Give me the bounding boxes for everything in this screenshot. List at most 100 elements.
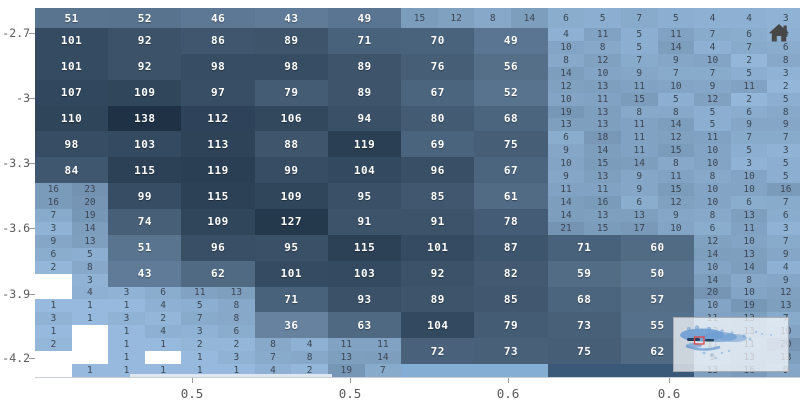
heatmap-cell[interactable]: 8 [657,105,695,119]
heatmap-cell[interactable]: 115 [108,157,182,184]
heatmap-cell[interactable]: 9 [767,273,800,287]
heatmap-cell[interactable]: 9 [547,144,585,158]
heatmap-cell[interactable]: 11 [730,79,768,93]
heatmap-cell[interactable]: 14 [71,221,109,235]
heatmap-cell[interactable]: 8 [694,170,731,184]
heatmap-cell[interactable]: 15 [584,221,621,235]
heatmap-cell[interactable]: 52 [108,8,182,28]
heatmap-cell[interactable]: 103 [327,260,402,287]
heatmap-cell[interactable]: 101 [35,28,109,54]
heatmap-cell[interactable]: 51 [108,234,182,261]
heatmap-cell[interactable] [71,338,109,352]
heatmap-cell[interactable]: 13 [584,79,621,93]
heatmap-cell[interactable]: 15 [584,157,621,171]
heatmap-cell[interactable]: 9 [694,79,731,93]
heatmap-cell[interactable]: 115 [181,183,255,209]
heatmap-cell[interactable]: 61 [474,183,548,209]
heatmap-cell[interactable] [35,286,72,300]
home-button[interactable] [764,20,794,48]
heatmap-cell[interactable]: 49 [474,28,548,54]
heatmap-cell[interactable] [144,351,182,365]
heatmap-cell[interactable]: 112 [181,105,255,132]
heatmap-cell[interactable]: 60 [620,234,695,261]
heatmap-cell[interactable]: 75 [474,131,548,158]
heatmap-cell[interactable]: 2 [181,338,219,352]
heatmap-cell[interactable]: 14 [547,66,585,80]
heatmap-cell[interactable]: 85 [401,183,475,209]
heatmap-cell[interactable]: 10 [657,79,695,93]
heatmap-cell[interactable]: 68 [474,105,548,132]
heatmap-cell[interactable]: 11 [620,79,658,93]
heatmap-cell[interactable]: 1 [108,338,145,352]
heatmap-cell[interactable]: 4 [71,286,109,300]
heatmap-cell[interactable]: 5 [584,8,621,28]
heatmap-cell[interactable]: 9 [35,234,72,248]
heatmap-cell[interactable]: 49 [327,8,402,28]
heatmap-cell[interactable]: 3 [71,273,109,287]
heatmap-cell[interactable]: 13 [584,118,621,132]
heatmap-cell[interactable]: 10 [730,183,768,197]
heatmap-cell[interactable]: 8 [254,338,292,352]
heatmap-cell[interactable]: 10 [547,40,585,54]
heatmap-cell[interactable]: 11 [547,183,585,197]
heatmap-cell[interactable]: 98 [35,131,109,158]
heatmap-cell[interactable]: 14 [511,8,548,28]
heatmap-cell[interactable]: 8 [694,208,731,222]
heatmap-cell[interactable]: 101 [35,53,109,80]
heatmap-cell[interactable]: 15 [620,92,658,106]
heatmap-cell[interactable]: 94 [327,105,402,132]
heatmap-cell[interactable]: 13 [584,208,621,222]
heatmap-cell[interactable]: 9 [620,183,658,197]
heatmap-cell[interactable]: 16 [584,196,621,209]
heatmap-cell[interactable]: 80 [401,105,475,132]
heatmap-cell[interactable]: 3 [218,351,255,365]
heatmap-cell[interactable]: 13 [730,208,768,222]
heatmap-cell[interactable]: 11 [181,286,219,300]
heatmap-cell[interactable]: 2 [144,312,182,326]
heatmap-cell[interactable]: 8 [218,299,255,313]
heatmap-cell[interactable] [35,364,72,377]
heatmap-cell[interactable]: 13 [71,234,109,248]
heatmap-cell[interactable]: 11 [620,131,658,145]
heatmap-cell[interactable]: 2 [35,338,72,352]
heatmap-cell[interactable]: 2 [730,92,768,106]
heatmap-cell[interactable]: 15 [401,8,438,28]
heatmap-cell[interactable]: 74 [108,208,182,235]
heatmap-cell[interactable]: 9 [620,66,658,80]
heatmap-cell[interactable]: 2 [767,79,800,93]
heatmap-cell[interactable]: 3 [181,325,219,339]
heatmap-cell[interactable]: 15 [657,144,695,158]
heatmap-cell[interactable]: 119 [327,131,402,158]
heatmap-cell[interactable]: 10 [694,53,731,67]
heatmap-cell[interactable]: 1 [181,351,219,365]
heatmap-cell[interactable]: 78 [474,208,548,235]
heatmap-cell[interactable]: 71 [547,234,621,261]
heatmap-cell[interactable]: 11 [620,118,658,132]
heatmap-cell[interactable]: 13 [547,118,585,132]
heatmap-cell[interactable]: 19 [71,208,109,222]
heatmap-cell[interactable]: 7 [767,234,800,248]
heatmap-cell[interactable]: 1 [144,338,182,352]
heatmap-cell[interactable]: 89 [327,53,402,80]
heatmap-cell[interactable]: 6 [144,286,182,300]
heatmap-cell[interactable]: 4 [291,338,328,352]
heatmap-cell[interactable]: 71 [254,286,328,313]
heatmap-cell[interactable]: 138 [108,105,182,132]
heatmap-cell[interactable]: 1 [71,364,109,377]
heatmap-cell[interactable]: 8 [767,53,800,67]
heatmap-cell[interactable]: 115 [327,234,402,261]
heatmap-cell[interactable] [35,351,72,365]
heatmap-cell[interactable]: 92 [108,28,182,54]
heatmap-cell[interactable]: 9 [767,118,800,132]
heatmap-cell[interactable]: 5 [657,92,695,106]
heatmap-cell[interactable]: 1 [71,299,109,313]
heatmap-cell[interactable]: 12 [657,131,695,145]
heatmap-cell[interactable]: 9 [547,170,585,184]
heatmap-cell[interactable]: 68 [547,286,621,313]
heatmap-cell[interactable]: 72 [401,338,475,365]
heatmap-cell[interactable]: 15 [657,183,695,197]
heatmap-cell[interactable]: 7 [730,131,768,145]
heatmap-cell[interactable]: 101 [401,234,475,261]
heatmap-cell[interactable]: 5 [767,170,800,184]
heatmap-cell[interactable]: 6 [620,196,658,209]
